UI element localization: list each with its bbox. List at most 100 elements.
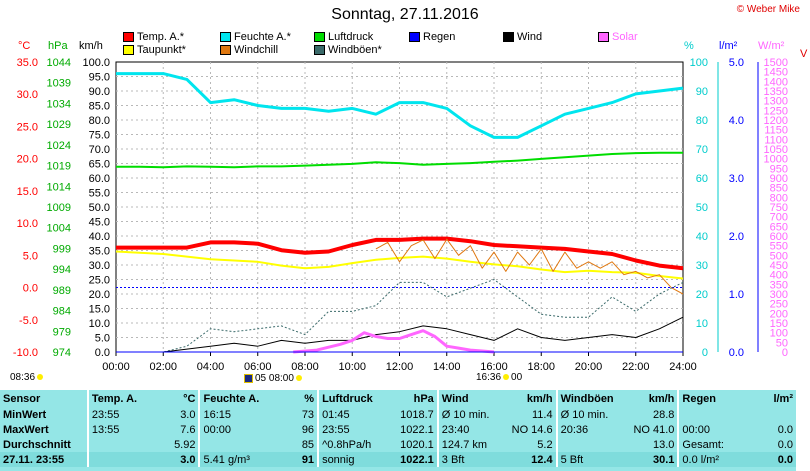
legend-dewpoint: Taupunkt* (123, 44, 186, 56)
legend-pressure: Luftdruck (314, 31, 373, 43)
temp-tick-label: -10.0 (13, 347, 38, 359)
temp-tick-label: 30.0 (17, 89, 38, 101)
stats-cell: ^0.8hPa/h (317, 437, 390, 452)
stats-cell: 91 (267, 452, 319, 467)
temp-tick-label: 10.0 (17, 218, 38, 230)
x-tick-label: 00:00 (102, 361, 130, 373)
pressure-tick-label: 984 (53, 306, 71, 318)
wind-tick-label: 30.0 (89, 260, 110, 272)
pressure-tick-label: 974 (53, 347, 71, 359)
sun-icon (295, 375, 302, 382)
stats-cell: Ø 10 min. (555, 407, 631, 422)
solar-tick-label: 650 (770, 221, 788, 233)
pressure-tick-label: 999 (53, 243, 71, 255)
x-tick-label: 12:00 (386, 361, 414, 373)
legend-gusts-swatch (314, 45, 325, 55)
sun-icon (503, 374, 510, 381)
stats-cell: 96 (301, 423, 315, 436)
solar-tick-label: 1300 (764, 96, 788, 108)
legend-gusts-label: Windböen* (328, 44, 382, 56)
solar-tick-label: 100 (770, 328, 788, 340)
wind-tick-label: 80.0 (89, 115, 110, 127)
rain-tick-label: 1.0 (729, 289, 744, 301)
stats-cell: 20:36 (555, 422, 631, 437)
sun-icon (37, 374, 44, 381)
stats-cell: 3 Bft (436, 452, 504, 467)
stats-cell: 00:00 (198, 422, 268, 437)
legend-windchill-swatch (220, 45, 231, 55)
pressure-tick-label: 1024 (47, 140, 71, 152)
wind-tick-label: 60.0 (89, 173, 110, 185)
pressure-tick-label: 1004 (47, 223, 71, 235)
stats-cell: 5.41 g/m³ (198, 452, 268, 467)
solar-tick-label: 350 (770, 279, 788, 291)
stats-cell: sonnig (317, 452, 390, 467)
axis-title-rain: l/m² (719, 40, 738, 52)
solar-tick-label: 950 (770, 163, 788, 175)
stats-header: km/h (648, 392, 675, 405)
wind-tick-label: 95.0 (89, 72, 110, 84)
solar-tick-label: 900 (770, 173, 788, 185)
stats-cell: 1022.1 (389, 452, 438, 467)
x-tick-label: 22:00 (622, 361, 650, 373)
chart-title: Sonntag, 27.11.2016 (331, 6, 479, 23)
legend-dewpoint-label: Taupunkt* (137, 44, 186, 56)
solar-tick-label: 1000 (764, 154, 788, 166)
stats-header-row: Sensor Temp. A. °C Feuchte A. % Luftdruc… (0, 390, 796, 407)
pressure-tick-label: 1044 (47, 57, 71, 69)
axis-title-temp: °C (18, 40, 31, 52)
solar-tick-label: 1500 (764, 57, 788, 69)
humidity-tick-label: 10 (696, 318, 708, 330)
stats-cell: 23:55 (317, 422, 390, 437)
legend-wind: Wind (503, 31, 542, 43)
x-tick-label: 08:00 (291, 361, 319, 373)
legend-wind-label: Wind (517, 31, 543, 43)
weather-chart: 35.0 30.0 25.0 20.0 15.0 10.0 5.0 0.0 -5.0 -10.0 1… (13, 57, 788, 373)
axis-title-humidity: % (684, 40, 694, 52)
stats-cell: 5.92 (174, 438, 196, 451)
solar-tick-label: 700 (770, 212, 788, 224)
stats-cell: 13.0 (652, 438, 675, 451)
stats-cell (198, 437, 268, 452)
legend-rain: Regen (409, 31, 455, 43)
solar-tick-label: 450 (770, 260, 788, 272)
x-tick-label: 14:00 (433, 361, 461, 373)
series-windb-en (116, 279, 684, 353)
rain-tick-label: 5.0 (729, 57, 744, 69)
stats-cell: 0.0 (754, 452, 796, 467)
solar-tick-label: 400 (770, 270, 788, 282)
stats-header: hPa (413, 392, 434, 405)
stats-table: Sensor Temp. A. °C Feuchte A. % Luftdruc… (0, 390, 796, 467)
moon-icon (244, 373, 253, 383)
stats-cell: 01:45 (317, 407, 390, 422)
wind-tick-label: 35.0 (89, 246, 110, 258)
legend-windchill-label: Windchill (234, 44, 279, 56)
legend-rain-label: Regen (423, 31, 456, 43)
solar-tick-label: 1150 (764, 125, 788, 137)
sunrise-info: 08:36 (10, 372, 44, 383)
stats-cell: 27.11. 23:55 (0, 452, 88, 467)
stats-row-min: MinWert 23:55 3.0 16:15 73 01:45 1018.7 … (0, 407, 796, 422)
temp-tick-label: 5.0 (23, 250, 38, 262)
humidity-tick-label: 30 (696, 260, 708, 272)
legend-pressure-swatch (314, 32, 325, 42)
axis-title-wind: km/h (79, 40, 103, 52)
series-windchill (375, 238, 684, 295)
solar-tick-label: 500 (770, 250, 788, 262)
solar-tick-label: 1200 (764, 115, 788, 127)
pressure-tick-label: 1019 (47, 161, 71, 173)
legend-temp-label: Temp. A.* (137, 31, 185, 43)
wind-tick-label: 55.0 (89, 188, 110, 200)
stats-cell: NO 14.6 (511, 423, 553, 436)
stats-cell (86, 452, 148, 467)
stats-header: % (304, 392, 315, 405)
axis-title-solar: W/m² (758, 40, 785, 52)
series-wind (116, 316, 684, 353)
x-tick-label: 20:00 (575, 361, 603, 373)
humidity-tick-label: 50 (696, 202, 708, 214)
legend-gusts: Windböen* (314, 44, 382, 56)
solar-tick-label: 800 (770, 192, 788, 204)
stats-header: Wind (436, 390, 504, 407)
humidity-tick-label: 80 (696, 115, 708, 127)
wind-tick-label: 90.0 (89, 86, 110, 98)
